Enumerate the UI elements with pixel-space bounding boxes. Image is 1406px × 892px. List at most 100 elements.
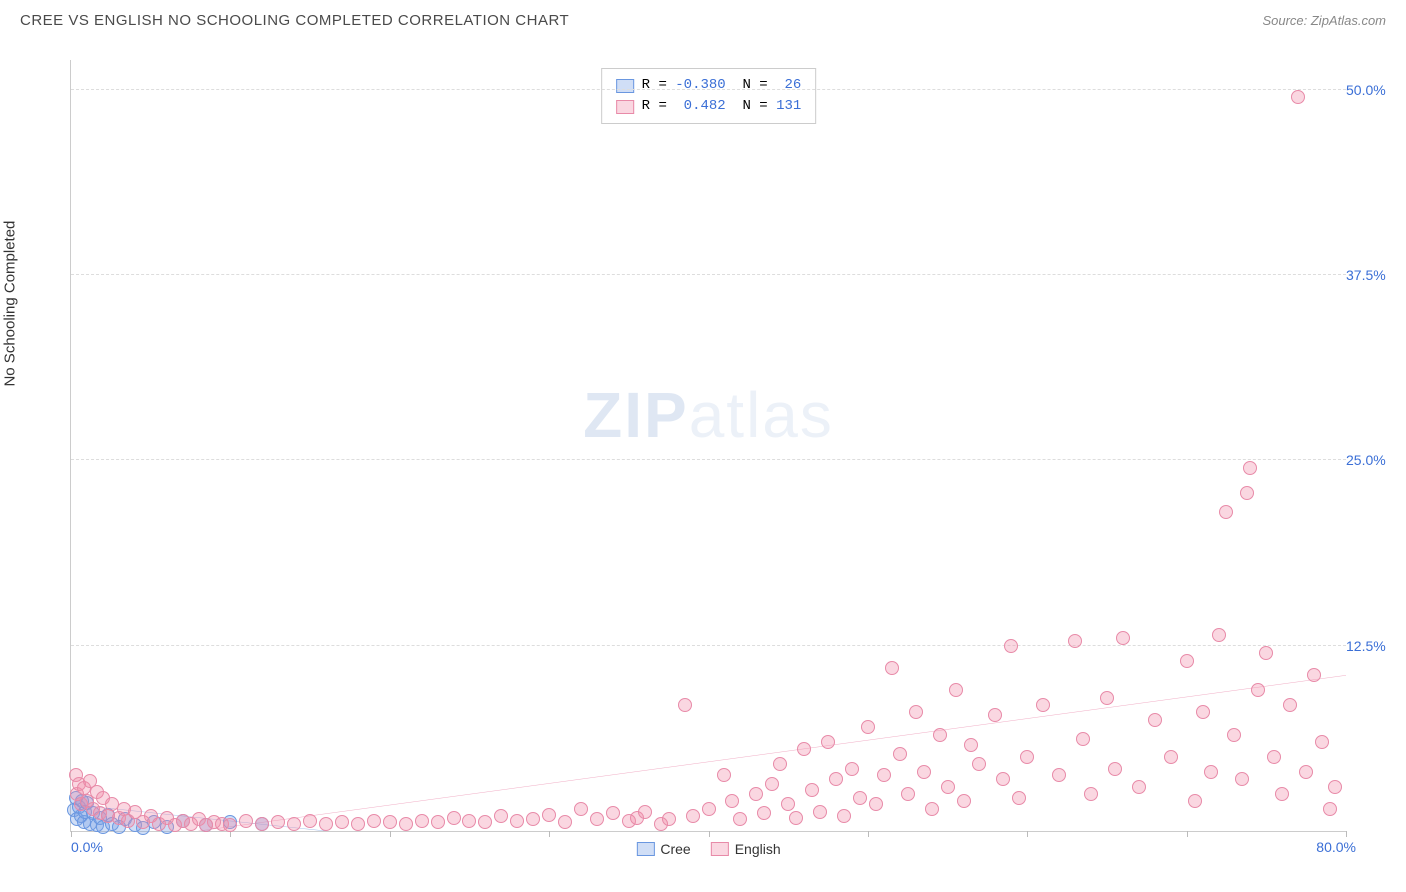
data-point [885,661,899,675]
data-point [749,787,763,801]
data-point [941,780,955,794]
data-point [303,814,317,828]
data-point [1116,631,1130,645]
data-point [335,815,349,829]
y-tick-label: 50.0% [1346,82,1396,98]
x-tick [390,831,391,837]
data-point [1259,646,1273,660]
data-point [383,815,397,829]
data-point [399,817,413,831]
x-axis-label: 0.0% [71,839,103,855]
data-point [1188,794,1202,808]
legend-stats: R = -0.380 N = 26 [642,75,802,96]
data-point [933,728,947,742]
data-point [1132,780,1146,794]
chart-title: CREE VS ENGLISH NO SCHOOLING COMPLETED C… [20,12,569,29]
data-point [1291,90,1305,104]
data-point [1148,713,1162,727]
data-point [239,814,253,828]
data-point [925,802,939,816]
data-point [725,794,739,808]
y-tick-label: 25.0% [1346,452,1396,468]
data-point [1100,691,1114,705]
x-tick [549,831,550,837]
legend-swatch [616,79,634,93]
data-point [1212,628,1226,642]
legend-label: English [735,841,781,857]
data-point [1180,654,1194,668]
data-point [1267,750,1281,764]
data-point [1076,732,1090,746]
data-point [837,809,851,823]
data-point [717,768,731,782]
data-point [638,805,652,819]
data-point [678,698,692,712]
x-axis-label: 80.0% [1316,839,1356,855]
gridline [71,274,1346,275]
source-attribution: Source: ZipAtlas.com [1262,13,1386,28]
data-point [287,817,301,831]
data-point [447,811,461,825]
data-point [574,802,588,816]
data-point [494,809,508,823]
data-point [972,757,986,771]
data-point [1020,750,1034,764]
gridline [71,645,1346,646]
data-point [319,817,333,831]
data-point [255,817,269,831]
data-point [789,811,803,825]
watermark-rest: atlas [689,379,834,451]
data-point [781,797,795,811]
series-legend: Cree English [636,841,780,857]
data-point [351,817,365,831]
x-tick [1346,831,1347,837]
data-point [869,797,883,811]
data-point [765,777,779,791]
data-point [431,815,445,829]
gridline [71,459,1346,460]
data-point [813,805,827,819]
data-point [805,783,819,797]
data-point [1235,772,1249,786]
legend-row: R = -0.380 N = 26 [616,75,802,96]
data-point [949,683,963,697]
data-point [542,808,556,822]
data-point [1315,735,1329,749]
data-point [773,757,787,771]
x-tick [709,831,710,837]
legend-label: Cree [660,841,690,857]
data-point [1251,683,1265,697]
data-point [223,818,237,832]
plot-area: ZIPatlas R = -0.380 N = 26R = 0.482 N = … [70,60,1346,832]
data-point [1307,668,1321,682]
legend-item: Cree [636,841,690,857]
data-point [1084,787,1098,801]
data-point [271,815,285,829]
data-point [1204,765,1218,779]
data-point [853,791,867,805]
x-tick [71,831,72,837]
data-point [1004,639,1018,653]
data-point [415,814,429,828]
data-point [1052,768,1066,782]
data-point [1299,765,1313,779]
data-point [526,812,540,826]
data-point [821,735,835,749]
data-point [462,814,476,828]
data-point [1323,802,1337,816]
data-point [1227,728,1241,742]
correlation-legend: R = -0.380 N = 26R = 0.482 N = 131 [601,68,817,124]
data-point [901,787,915,801]
data-point [702,802,716,816]
chart-container: No Schooling Completed ZIPatlas R = -0.3… [20,50,1386,872]
data-point [510,814,524,828]
data-point [1164,750,1178,764]
data-point [1196,705,1210,719]
legend-swatch [616,100,634,114]
data-point [733,812,747,826]
data-point [964,738,978,752]
data-point [893,747,907,761]
data-point [829,772,843,786]
legend-stats: R = 0.482 N = 131 [642,96,802,117]
data-point [845,762,859,776]
